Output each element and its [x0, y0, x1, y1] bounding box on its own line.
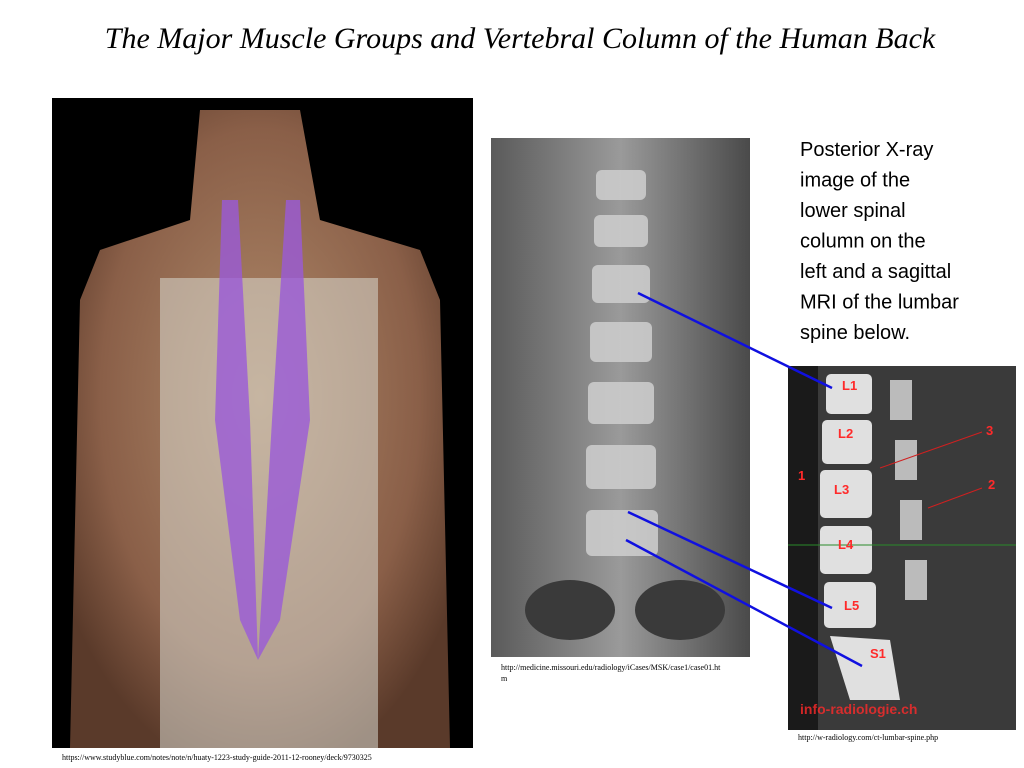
description-line: spine below.: [800, 322, 910, 344]
source-text: https://www.studyblue.com/notes/note/n/h…: [62, 753, 372, 762]
vertebra-label: S1: [870, 646, 886, 661]
marker-label: 1: [798, 468, 805, 483]
vertebra-label: L5: [844, 598, 859, 613]
back-image: [52, 98, 473, 748]
source-text: http://medicine.missouri.edu/radiology/i…: [501, 663, 721, 672]
description-line: MRI of the lumbar: [800, 292, 959, 314]
marker-label: 2: [988, 477, 995, 492]
description: Posterior X-ray image of the lower spinal c…: [800, 139, 959, 344]
vertebra-label: L1: [842, 378, 857, 393]
title: The Major Muscle Groups and Vertebral Co…: [105, 22, 936, 55]
vertebra-label: L4: [838, 537, 854, 552]
source-text: http://w-radiology.com/ct-lumbar-spine.p…: [798, 733, 938, 742]
connector-lines: [625, 291, 863, 668]
source-text: m: [501, 674, 508, 683]
xray-image: [491, 138, 750, 657]
vertebra-labels: L1 L2 L3 L4 L5 S1 1 2 3 info-radiologie.…: [798, 378, 995, 717]
vertebra-label: L2: [838, 426, 853, 441]
description-line: Posterior X-ray: [800, 139, 933, 161]
description-line: left and a sagittal: [800, 261, 951, 283]
description-line: image of the: [800, 170, 910, 192]
mri-image: [788, 366, 1016, 730]
vertebra-label: L3: [834, 482, 849, 497]
description-line: lower spinal: [800, 200, 906, 222]
marker-label: 3: [986, 423, 993, 438]
description-line: column on the: [800, 231, 926, 253]
watermark: info-radiologie.ch: [800, 701, 917, 717]
